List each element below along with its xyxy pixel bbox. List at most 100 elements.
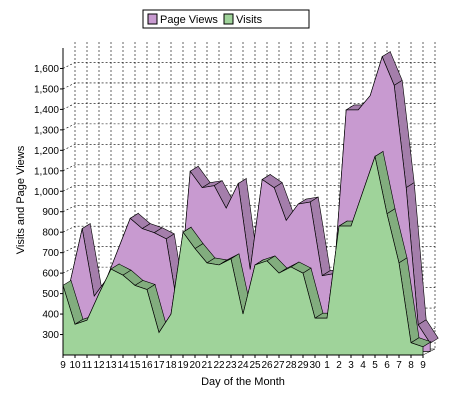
- x-tick-label-25: 4: [360, 360, 366, 371]
- series-1-point-21: [314, 317, 316, 319]
- legend: Page Views Visits: [142, 9, 310, 29]
- series-0-point-4: [117, 248, 119, 250]
- series-1-point-28: [398, 262, 400, 264]
- x-tick-label-10: 19: [177, 360, 189, 371]
- series-1-point-27: [386, 213, 388, 215]
- x-tick-label-26: 5: [372, 360, 378, 371]
- series-visits: [62, 150, 432, 356]
- x-tick-label-0: 9: [60, 360, 66, 371]
- y-tick-label-0: 300: [42, 330, 59, 341]
- series-0-point-20: [309, 201, 311, 203]
- x-tick-label-19: 28: [285, 360, 297, 371]
- legend-label-page-views: Page Views: [160, 14, 218, 26]
- series-0-point-1: [81, 228, 83, 230]
- series-0-point-28: [405, 187, 407, 189]
- series-0-point-16: [261, 179, 263, 181]
- x-tick-label-11: 20: [189, 360, 201, 371]
- series-1-point-5: [122, 274, 124, 276]
- x-tick-label-2: 11: [82, 360, 93, 371]
- series-1-point-2: [86, 319, 88, 321]
- x-axis-title: Day of the Month: [201, 376, 285, 388]
- series-1-point-29: [410, 342, 412, 344]
- series-1-point-4: [110, 268, 112, 270]
- series-0-point-29: [417, 324, 419, 326]
- series-0-point-2: [93, 295, 95, 297]
- legend-swatch-visits: [223, 13, 234, 25]
- y-tick-labels: 300 400 500 600 700 800 900 1,000 1,100 1,200 1,30…: [34, 64, 59, 341]
- series-1-point-30: [422, 346, 424, 348]
- y-tick-label-11: 1,400: [34, 105, 59, 116]
- x-tick-label-8: 17: [153, 360, 165, 371]
- series-0-point-24: [357, 109, 359, 111]
- x-tick-label-13: 22: [213, 360, 225, 371]
- series-1-point-24: [350, 225, 352, 227]
- series-1-point-10: [182, 231, 184, 233]
- x-tick-label-23: 2: [336, 360, 342, 371]
- y-tick-label-5: 800: [42, 228, 59, 239]
- y-tick-label-12: 1,500: [34, 84, 59, 95]
- x-tick-label-3: 12: [93, 360, 105, 371]
- x-tick-label-14: 23: [225, 360, 237, 371]
- series-1-point-19: [290, 266, 292, 268]
- x-tick-label-4: 13: [105, 360, 117, 371]
- series-0-point-27: [393, 85, 395, 87]
- x-tick-label-16: 25: [249, 360, 261, 371]
- series-0-point-21: [321, 275, 323, 277]
- x-tick-label-24: 3: [348, 360, 354, 371]
- x-tick-label-17: 26: [261, 360, 273, 371]
- series-0-point-5: [129, 218, 131, 220]
- series-1-point-22: [326, 317, 328, 319]
- series-1-area: [62, 155, 424, 356]
- series-1-point-11: [194, 248, 196, 250]
- y-tick-label-7: 1,000: [34, 187, 59, 198]
- y-tick-label-10: 1,300: [34, 125, 59, 136]
- legend-label-visits: Visits: [236, 14, 263, 26]
- series-0-point-18: [285, 220, 287, 222]
- series-1-point-8: [158, 332, 160, 334]
- gridline-y-9: [62, 144, 435, 151]
- series-0-point-11: [201, 187, 203, 189]
- series-1-point-1: [74, 324, 76, 326]
- x-tick-label-7: 16: [141, 360, 153, 371]
- series-1-point-16: [254, 264, 256, 266]
- series-0-point-13: [225, 207, 227, 209]
- series-1-point-3: [98, 293, 100, 295]
- x-tick-label-5: 14: [117, 360, 129, 371]
- series-1-point-26: [374, 156, 376, 158]
- y-tick-label-4: 700: [42, 248, 59, 259]
- x-tick-label-18: 27: [273, 360, 285, 371]
- series-1-point-17: [266, 260, 268, 262]
- series-0-point-17: [273, 187, 275, 189]
- series-0-point-23: [345, 109, 347, 111]
- series-0-point-7: [153, 232, 155, 234]
- series-0-point-25: [369, 95, 371, 97]
- x-tick-label-30: 9: [420, 360, 426, 371]
- x-tick-label-22: 1: [324, 360, 330, 371]
- gridline-y-8: [62, 164, 435, 172]
- series-1-point-6: [134, 285, 136, 287]
- y-tick-label-6: 900: [42, 207, 59, 218]
- x-tick-label-20: 29: [297, 360, 309, 371]
- series-0-point-10: [189, 170, 191, 172]
- x-tick-label-21: 30: [309, 360, 321, 371]
- x-tick-label-1: 10: [69, 360, 81, 371]
- gridline-y-7: [62, 184, 435, 192]
- series-1-point-12: [206, 262, 208, 264]
- series-areas: [62, 50, 439, 356]
- series-0-point-6: [141, 228, 143, 230]
- y-tick-label-3: 600: [42, 269, 59, 280]
- series-1-point-20: [302, 272, 304, 274]
- series-0-point-14: [237, 183, 239, 185]
- y-tick-label-13: 1,600: [34, 64, 59, 75]
- y-tick-label-1: 400: [42, 310, 59, 321]
- x-tick-label-15: 24: [237, 360, 249, 371]
- y-tick-label-8: 1,100: [34, 166, 59, 177]
- series-0-point-15: [249, 269, 251, 271]
- series-1-point-13: [218, 264, 220, 266]
- series-1-point-9: [170, 313, 172, 315]
- y-tick-label-2: 500: [42, 289, 59, 300]
- x-tick-label-6: 15: [129, 360, 141, 371]
- x-tick-label-28: 7: [396, 360, 402, 371]
